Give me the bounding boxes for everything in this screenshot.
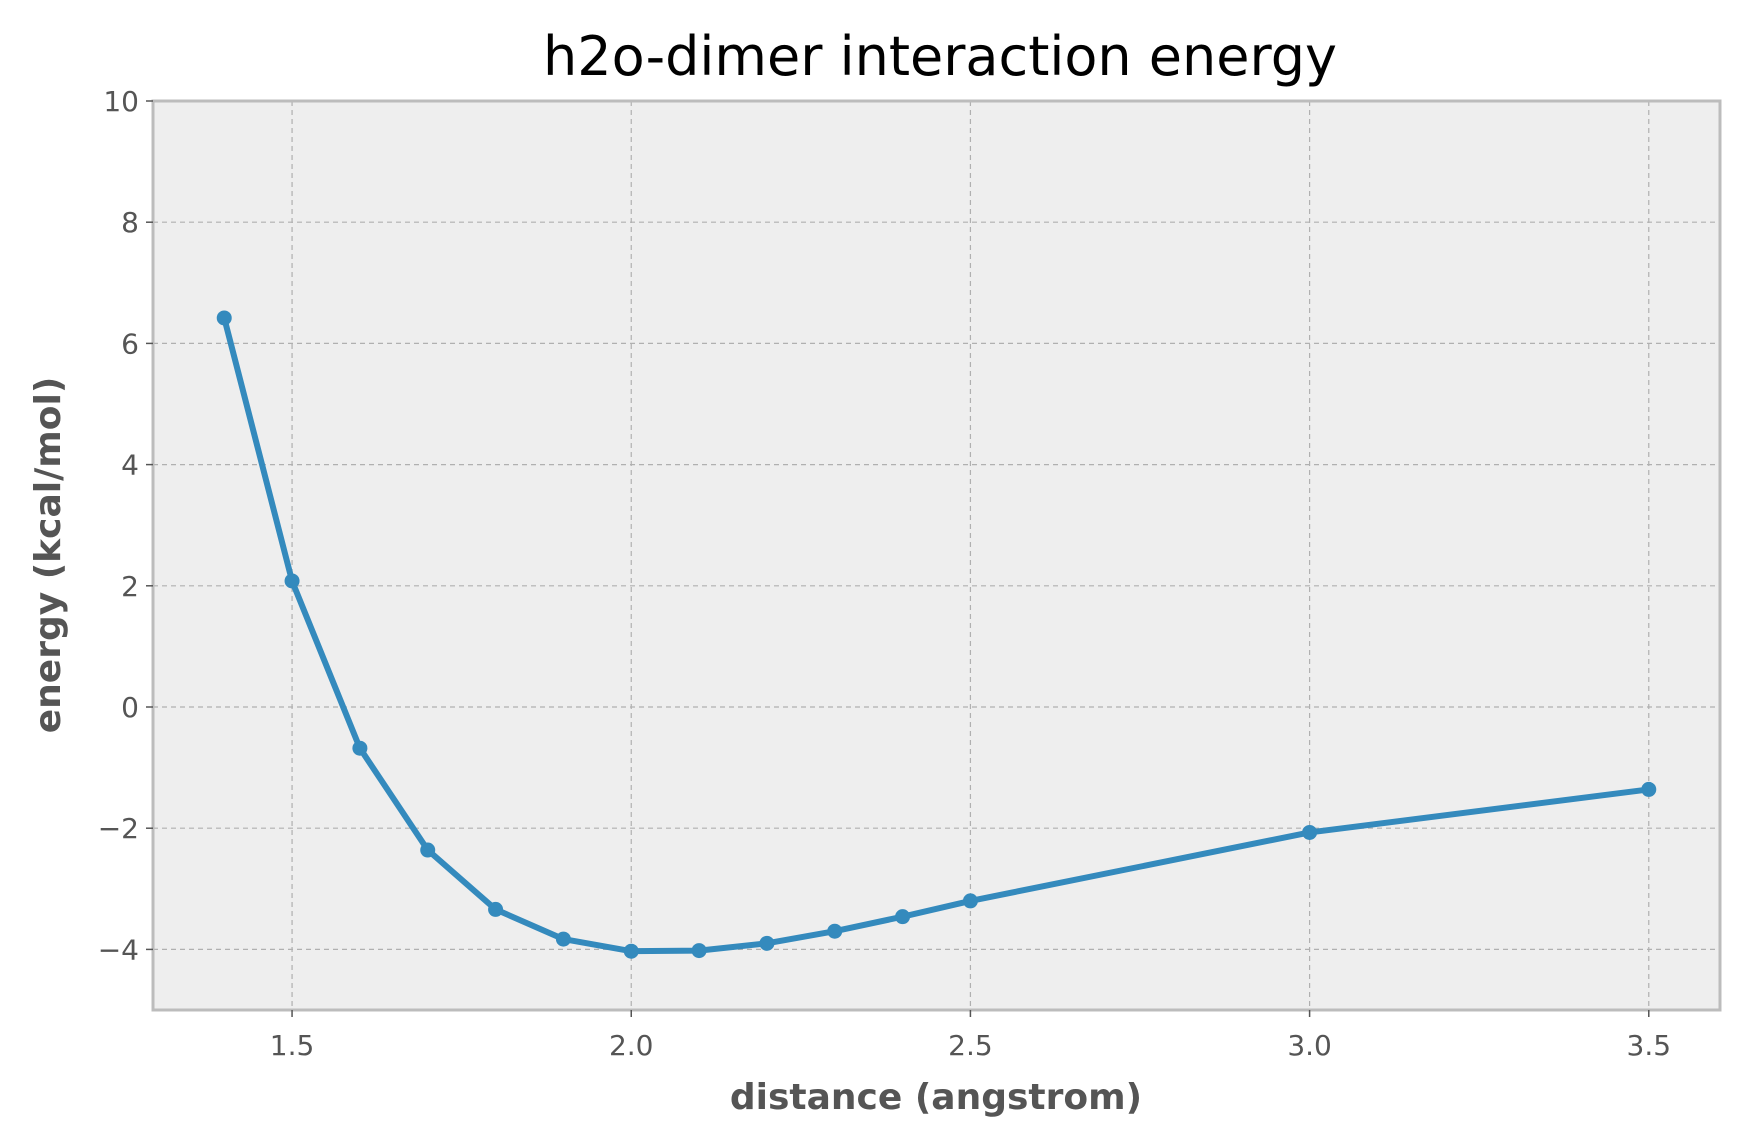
data-point: [1641, 781, 1657, 797]
data-point: [555, 931, 571, 947]
y-axis-label: energy (kcal/mol): [28, 377, 69, 734]
x-tick-label: 3.0: [1287, 1029, 1332, 1062]
data-point: [691, 943, 707, 959]
y-tick-label: 10: [103, 85, 139, 118]
plot-area: [153, 101, 1720, 1010]
y-tick-label: 2: [121, 570, 139, 603]
data-point: [284, 573, 300, 589]
chart-title: h2o-dimer interaction energy: [543, 25, 1337, 88]
data-point: [827, 923, 843, 939]
x-axis-label: distance (angstrom): [730, 1077, 1142, 1118]
y-tick-label: −4: [98, 933, 139, 966]
data-point: [420, 842, 436, 858]
data-point: [895, 909, 911, 925]
data-point: [488, 901, 504, 917]
data-point: [216, 310, 232, 326]
data-point: [623, 943, 639, 959]
series-layer: [216, 310, 1657, 959]
x-tick-label: 2.0: [609, 1029, 654, 1062]
data-point: [1302, 824, 1318, 840]
data-point: [352, 740, 368, 756]
x-tick-label: 1.5: [270, 1029, 315, 1062]
y-tick-label: 4: [121, 449, 139, 482]
data-point: [759, 935, 775, 951]
y-tick-label: 0: [121, 691, 139, 724]
tick-labels: 1.5 2.0 2.5 3.0 3.5 −4 −2 0 2 4 6 8 10: [98, 85, 1671, 1062]
data-point: [962, 893, 978, 909]
x-tick-label: 2.5: [948, 1029, 993, 1062]
y-tick-label: 6: [121, 327, 139, 360]
y-tick-label: 8: [121, 206, 139, 239]
series-line: [221, 314, 1652, 955]
y-tick-label: −2: [98, 812, 139, 845]
x-tick-label: 3.5: [1627, 1029, 1672, 1062]
plot-frame: [151, 99, 1722, 1012]
